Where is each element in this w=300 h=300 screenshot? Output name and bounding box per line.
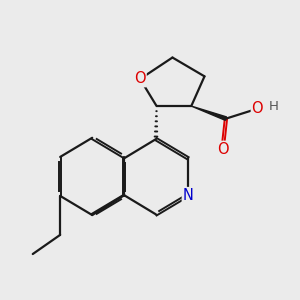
Text: O: O xyxy=(217,142,229,157)
Text: H: H xyxy=(269,100,279,112)
Text: O: O xyxy=(134,71,146,86)
Text: O: O xyxy=(251,101,263,116)
Text: N: N xyxy=(182,188,194,203)
Polygon shape xyxy=(191,106,226,120)
